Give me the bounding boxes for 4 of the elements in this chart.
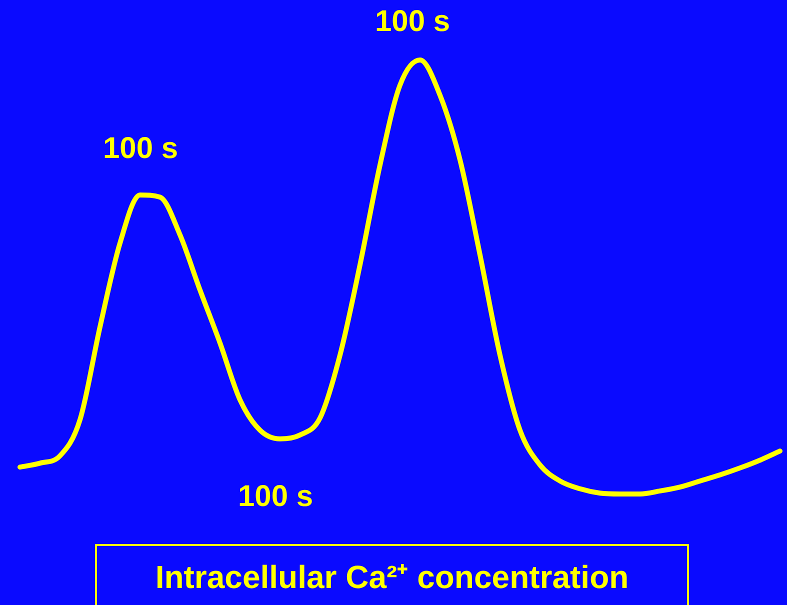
- annotation: 100 s: [103, 132, 178, 166]
- text: Intracellular Ca²⁺ concentration: [95, 544, 689, 605]
- annotation: 100 s: [238, 480, 314, 514]
- text: 100 s: [375, 5, 450, 39]
